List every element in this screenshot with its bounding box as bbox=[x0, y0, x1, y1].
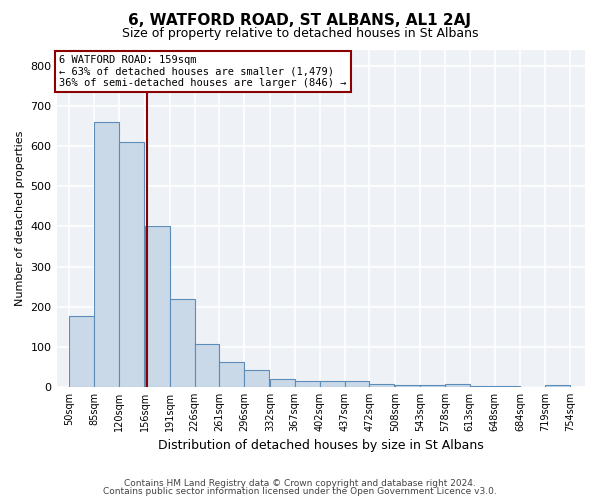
Bar bbox=[220, 362, 244, 387]
Text: 6 WATFORD ROAD: 159sqm
← 63% of detached houses are smaller (1,479)
36% of semi-: 6 WATFORD ROAD: 159sqm ← 63% of detached… bbox=[59, 55, 347, 88]
Bar bbox=[494, 386, 520, 387]
Bar bbox=[270, 379, 295, 387]
Bar bbox=[320, 382, 344, 387]
X-axis label: Distribution of detached houses by size in St Albans: Distribution of detached houses by size … bbox=[158, 440, 484, 452]
Bar bbox=[545, 384, 570, 387]
Bar bbox=[470, 386, 494, 387]
Bar bbox=[70, 316, 94, 387]
Bar bbox=[395, 385, 420, 387]
Bar bbox=[194, 344, 220, 387]
Bar bbox=[370, 384, 394, 387]
Bar bbox=[344, 381, 370, 387]
Text: Contains public sector information licensed under the Open Government Licence v3: Contains public sector information licen… bbox=[103, 487, 497, 496]
Bar bbox=[244, 370, 269, 387]
Bar bbox=[445, 384, 470, 387]
Text: Size of property relative to detached houses in St Albans: Size of property relative to detached ho… bbox=[122, 28, 478, 40]
Bar bbox=[420, 385, 445, 387]
Bar bbox=[295, 381, 320, 387]
Bar bbox=[170, 300, 194, 387]
Bar bbox=[119, 142, 144, 387]
Bar bbox=[94, 122, 119, 387]
Text: Contains HM Land Registry data © Crown copyright and database right 2024.: Contains HM Land Registry data © Crown c… bbox=[124, 478, 476, 488]
Y-axis label: Number of detached properties: Number of detached properties bbox=[15, 131, 25, 306]
Text: 6, WATFORD ROAD, ST ALBANS, AL1 2AJ: 6, WATFORD ROAD, ST ALBANS, AL1 2AJ bbox=[128, 12, 472, 28]
Bar bbox=[145, 226, 170, 387]
